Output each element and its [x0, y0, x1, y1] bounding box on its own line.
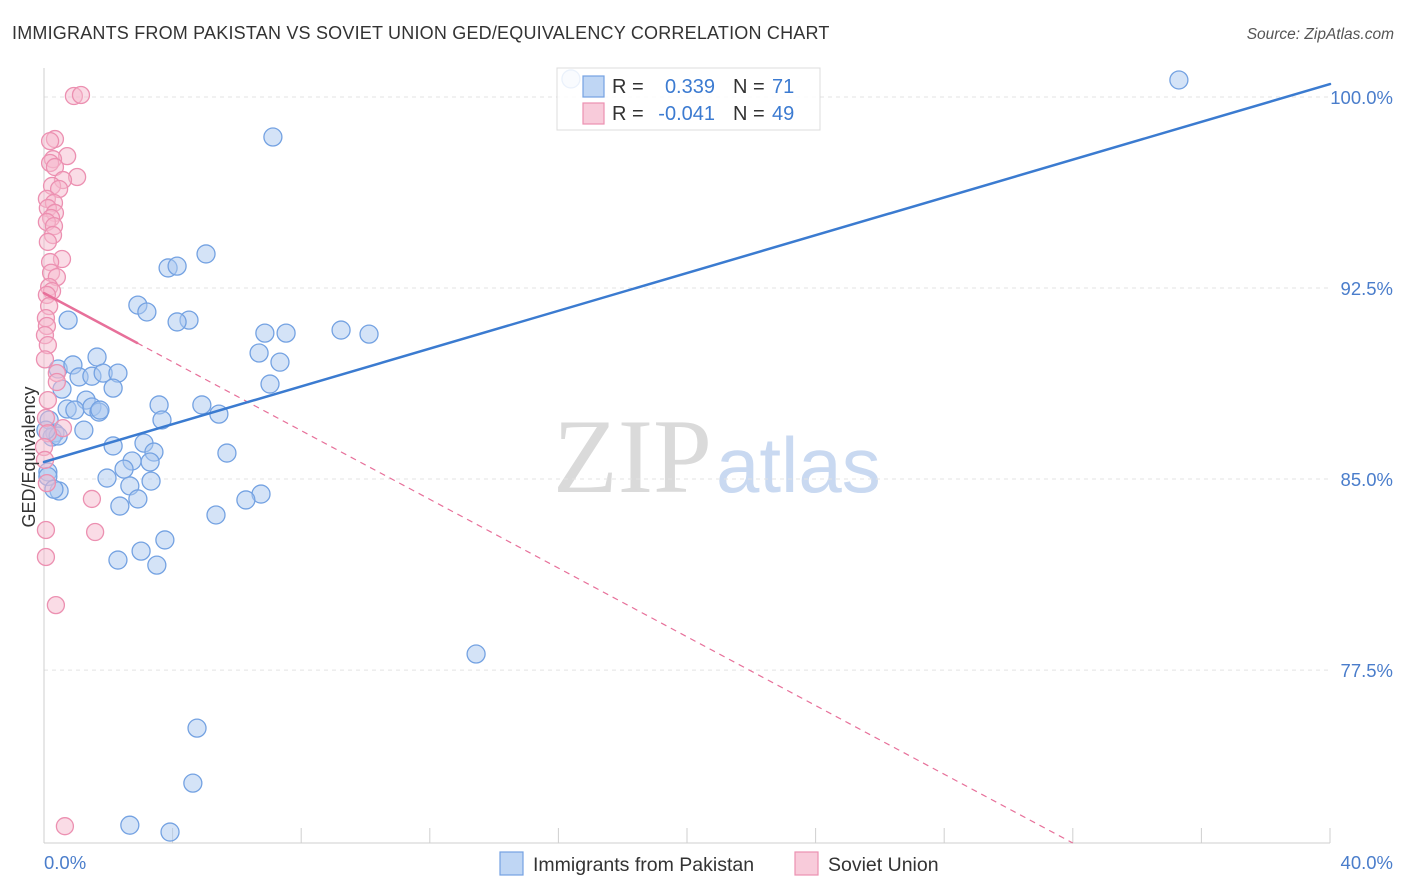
legend-swatch-pakistan — [582, 75, 605, 98]
data-point-pakistan — [167, 312, 187, 332]
source-credit: Source: ZipAtlas.com — [1247, 26, 1394, 43]
legend-n-label: N = — [733, 103, 765, 125]
y-tick-label: 85.0% — [1341, 469, 1393, 490]
data-point-pakistan — [141, 471, 161, 491]
data-point-pakistan — [196, 244, 216, 264]
data-point-soviet-union — [37, 473, 57, 493]
y-tick-labels: 100.0% 92.5% 85.0% 77.5% — [1330, 87, 1393, 681]
data-point-pakistan — [65, 400, 85, 420]
data-point-pakistan — [260, 374, 280, 394]
data-point-pakistan — [140, 452, 160, 472]
data-point-pakistan — [249, 343, 269, 363]
data-point-pakistan — [236, 490, 256, 510]
data-point-soviet-union — [47, 372, 67, 392]
data-point-soviet-union — [35, 350, 55, 369]
x-tick-label-min: 0.0% — [44, 852, 86, 873]
data-point-soviet-union — [38, 390, 58, 410]
data-point-soviet-union — [71, 85, 91, 105]
legend-r-value-soviet-union: -0.041 — [658, 103, 715, 125]
data-point-pakistan — [160, 822, 180, 842]
watermark: ZIP atlas — [553, 398, 881, 515]
data-point-pakistan — [147, 555, 167, 575]
data-point-pakistan — [155, 530, 175, 550]
data-point-soviet-union — [36, 408, 56, 428]
data-point-pakistan — [183, 773, 203, 793]
data-point-pakistan — [58, 310, 78, 330]
legend-r-label: R = — [612, 103, 644, 125]
data-point-soviet-union — [46, 595, 66, 615]
watermark-atlas: atlas — [716, 421, 881, 509]
y-tick-label: 92.5% — [1341, 278, 1393, 299]
legend-n-label: N = — [733, 76, 765, 98]
data-point-soviet-union — [53, 418, 73, 438]
data-point-pakistan — [114, 459, 134, 479]
data-point-pakistan — [276, 323, 296, 343]
y-tick-label: 77.5% — [1341, 660, 1393, 681]
legend-n-value-soviet-union: 49 — [772, 103, 794, 125]
data-point-pakistan — [137, 302, 157, 322]
data-point-pakistan — [167, 256, 187, 276]
data-point-pakistan — [120, 815, 140, 835]
x-tick-label-max: 40.0% — [1341, 852, 1393, 873]
data-point-pakistan — [90, 400, 110, 420]
legend-swatch-soviet-union — [582, 102, 605, 125]
series-soviet-union-points — [34, 85, 105, 836]
series-legend-swatch-soviet-union — [794, 851, 819, 876]
series-legend-label-pakistan: Immigrants from Pakistan — [533, 854, 754, 876]
data-point-pakistan — [1169, 70, 1189, 90]
trend-line-soviet-union-solid — [42, 291, 139, 345]
trend-line-pakistan — [42, 82, 1332, 464]
data-point-pakistan — [466, 644, 486, 664]
y-tick-label: 100.0% — [1330, 87, 1393, 108]
data-point-soviet-union — [38, 232, 58, 252]
data-point-pakistan — [359, 324, 379, 344]
data-point-pakistan — [97, 468, 117, 488]
data-point-pakistan — [331, 320, 351, 340]
data-point-soviet-union — [40, 131, 60, 151]
data-point-pakistan — [74, 420, 94, 440]
data-point-pakistan — [270, 352, 290, 372]
legend-r-label: R = — [612, 76, 644, 98]
data-point-soviet-union — [85, 522, 105, 542]
data-point-pakistan — [103, 378, 123, 398]
data-point-soviet-union — [55, 817, 75, 836]
legend-n-value-pakistan: 71 — [772, 76, 794, 98]
data-point-pakistan — [131, 541, 151, 561]
data-point-pakistan — [206, 505, 226, 525]
data-point-soviet-union — [36, 520, 56, 540]
series-legend: Immigrants from Pakistan Soviet Union — [499, 851, 939, 876]
data-point-pakistan — [87, 347, 107, 367]
data-point-pakistan — [108, 550, 128, 570]
data-point-pakistan — [255, 323, 275, 343]
data-point-pakistan — [263, 127, 283, 147]
series-legend-swatch-pakistan — [499, 851, 524, 876]
stats-legend: R = 0.339 N = 71 R = -0.041 N = 49 — [556, 67, 821, 131]
y-axis-title: GED/Equivalency — [19, 386, 39, 527]
data-point-soviet-union — [45, 157, 65, 177]
data-point-pakistan — [110, 496, 130, 516]
watermark-zip: ZIP — [553, 398, 712, 515]
data-point-pakistan — [187, 718, 207, 738]
trend-line-soviet-union-dashed — [136, 342, 1074, 844]
data-point-pakistan — [217, 443, 237, 463]
data-point-pakistan — [128, 489, 148, 509]
data-point-pakistan — [152, 410, 172, 430]
data-point-soviet-union — [82, 489, 102, 509]
data-point-pakistan — [192, 395, 212, 415]
chart-title: IMMIGRANTS FROM PAKISTAN VS SOVIET UNION… — [12, 23, 830, 43]
data-point-soviet-union — [36, 547, 56, 567]
legend-r-value-pakistan: 0.339 — [665, 76, 715, 98]
gridlines — [44, 96, 1330, 671]
trend-lines — [42, 82, 1332, 844]
series-legend-label-soviet-union: Soviet Union — [828, 854, 939, 876]
